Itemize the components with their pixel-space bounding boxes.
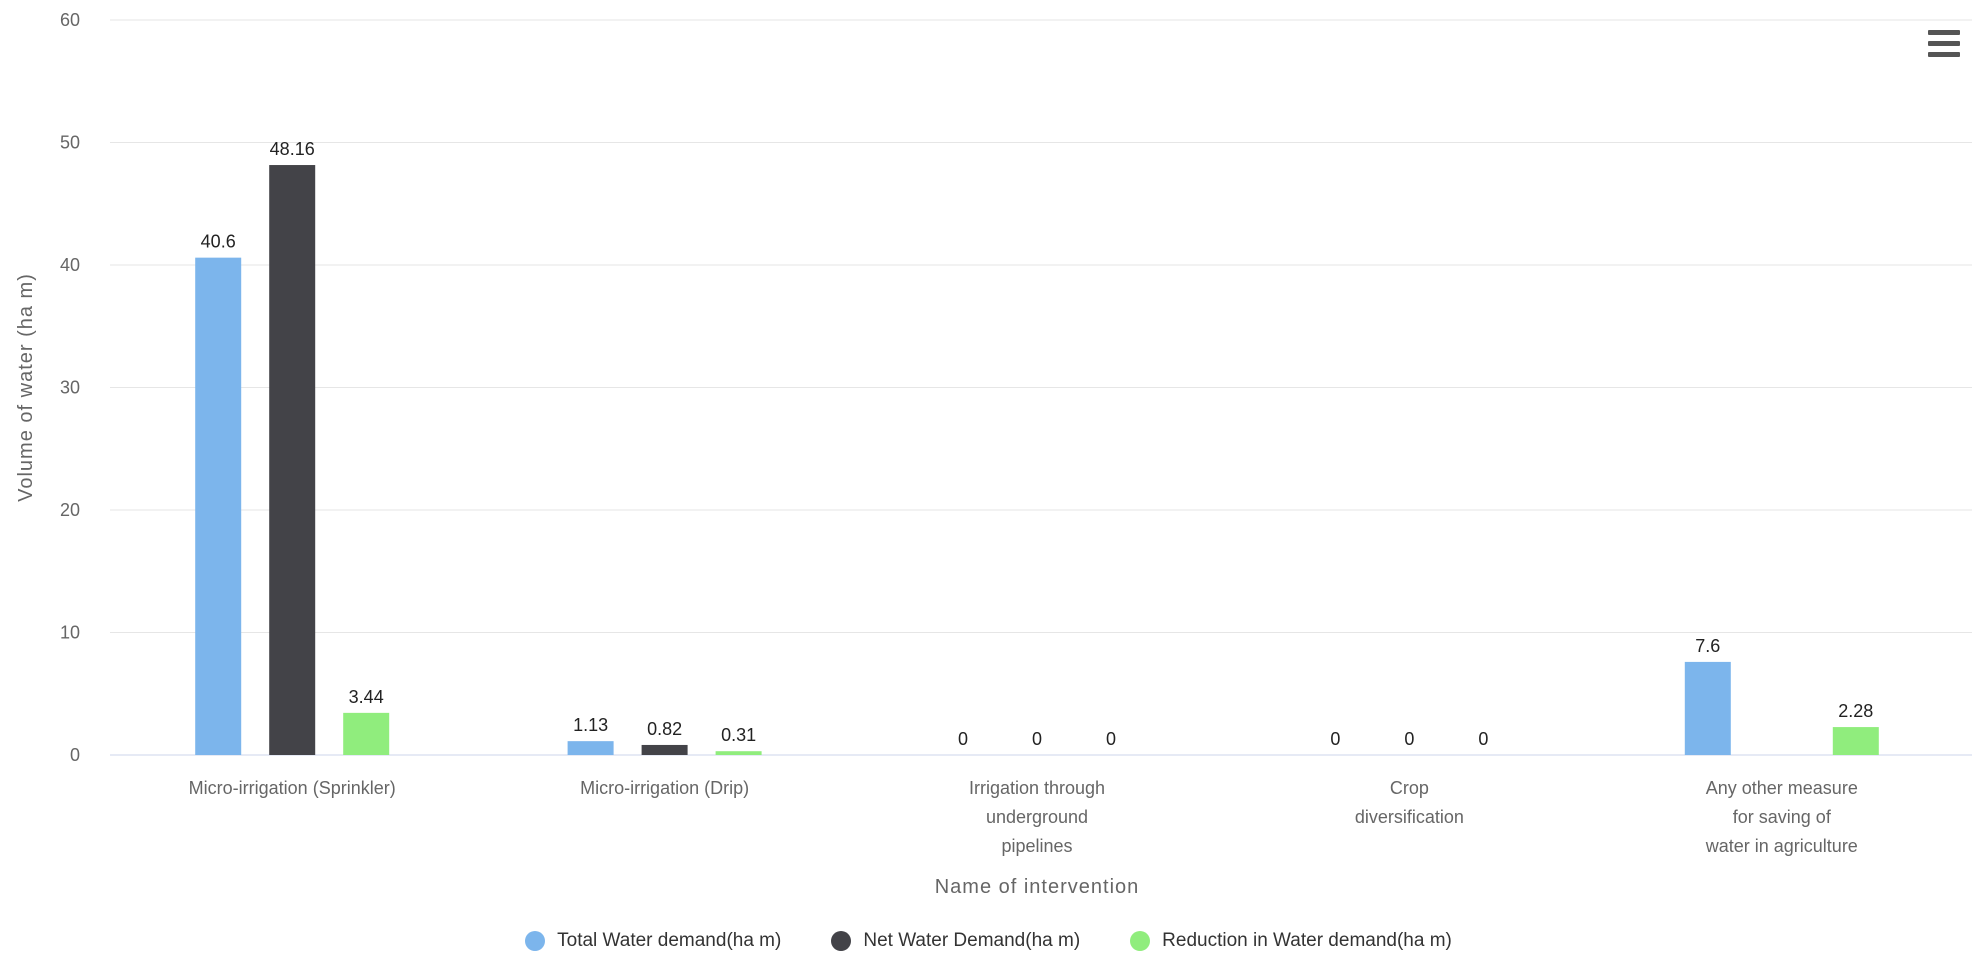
data-label: 48.16 xyxy=(270,139,315,159)
bar xyxy=(715,751,762,755)
bar xyxy=(343,712,390,755)
data-label: 2.28 xyxy=(1838,701,1873,721)
y-tick-label: 30 xyxy=(60,378,80,398)
data-label: 1.13 xyxy=(573,715,608,735)
chart-legend: Total Water demand(ha m) Net Water Demand… xyxy=(0,930,1977,952)
y-axis-label: Volume of water (ha m) xyxy=(15,273,37,502)
x-tick-label: Micro-irrigation (Sprinkler) xyxy=(189,778,396,798)
data-label: 0 xyxy=(958,729,968,749)
bar xyxy=(567,741,614,755)
x-tick-label: Micro-irrigation (Drip) xyxy=(580,778,749,798)
bar xyxy=(195,257,242,755)
y-tick-label: 0 xyxy=(70,745,80,765)
y-tick-label: 50 xyxy=(60,133,80,153)
legend-marker-icon xyxy=(831,931,852,951)
y-tick-label: 60 xyxy=(60,10,80,30)
x-tick-label: diversification xyxy=(1355,807,1464,827)
legend-label: Reduction in Water demand(ha m) xyxy=(1162,930,1452,951)
data-label: 0.31 xyxy=(721,725,756,745)
bar xyxy=(1684,661,1731,755)
x-tick-label: pipelines xyxy=(1001,836,1072,856)
legend-label: Net Water Demand(ha m) xyxy=(863,930,1081,951)
bar xyxy=(1832,727,1879,755)
data-label: 7.6 xyxy=(1695,636,1720,656)
data-label: 0 xyxy=(1404,729,1414,749)
x-tick-label: water in agriculture xyxy=(1705,836,1858,856)
legend-item[interactable]: Net Water Demand(ha m) xyxy=(831,930,1080,952)
y-tick-label: 10 xyxy=(60,623,80,643)
data-label: 3.44 xyxy=(349,687,384,707)
hamburger-menu-icon[interactable] xyxy=(1928,30,1960,58)
bar xyxy=(269,165,316,756)
y-tick-label: 40 xyxy=(60,255,80,275)
data-label: 0 xyxy=(1032,729,1042,749)
legend-item[interactable]: Reduction in Water demand(ha m) xyxy=(1130,930,1452,952)
data-label: 0 xyxy=(1478,729,1488,749)
data-label: 40.6 xyxy=(201,232,236,252)
y-tick-label: 20 xyxy=(60,500,80,520)
legend-item[interactable]: Total Water demand(ha m) xyxy=(525,930,781,952)
x-axis-label: Name of intervention xyxy=(935,876,1140,898)
x-tick-label: for saving of xyxy=(1733,807,1832,827)
data-label: 0 xyxy=(1330,729,1340,749)
data-label: 0.82 xyxy=(647,719,682,739)
x-tick-label: Any other measure xyxy=(1706,778,1858,798)
legend-marker-icon xyxy=(525,931,546,951)
bar xyxy=(641,744,688,755)
x-tick-label: Crop xyxy=(1390,778,1429,798)
x-tick-label: Irrigation through xyxy=(969,778,1105,798)
data-label: 0 xyxy=(1106,729,1116,749)
legend-label: Total Water demand(ha m) xyxy=(557,930,782,951)
x-tick-label: underground xyxy=(986,807,1088,827)
legend-marker-icon xyxy=(1130,931,1151,951)
